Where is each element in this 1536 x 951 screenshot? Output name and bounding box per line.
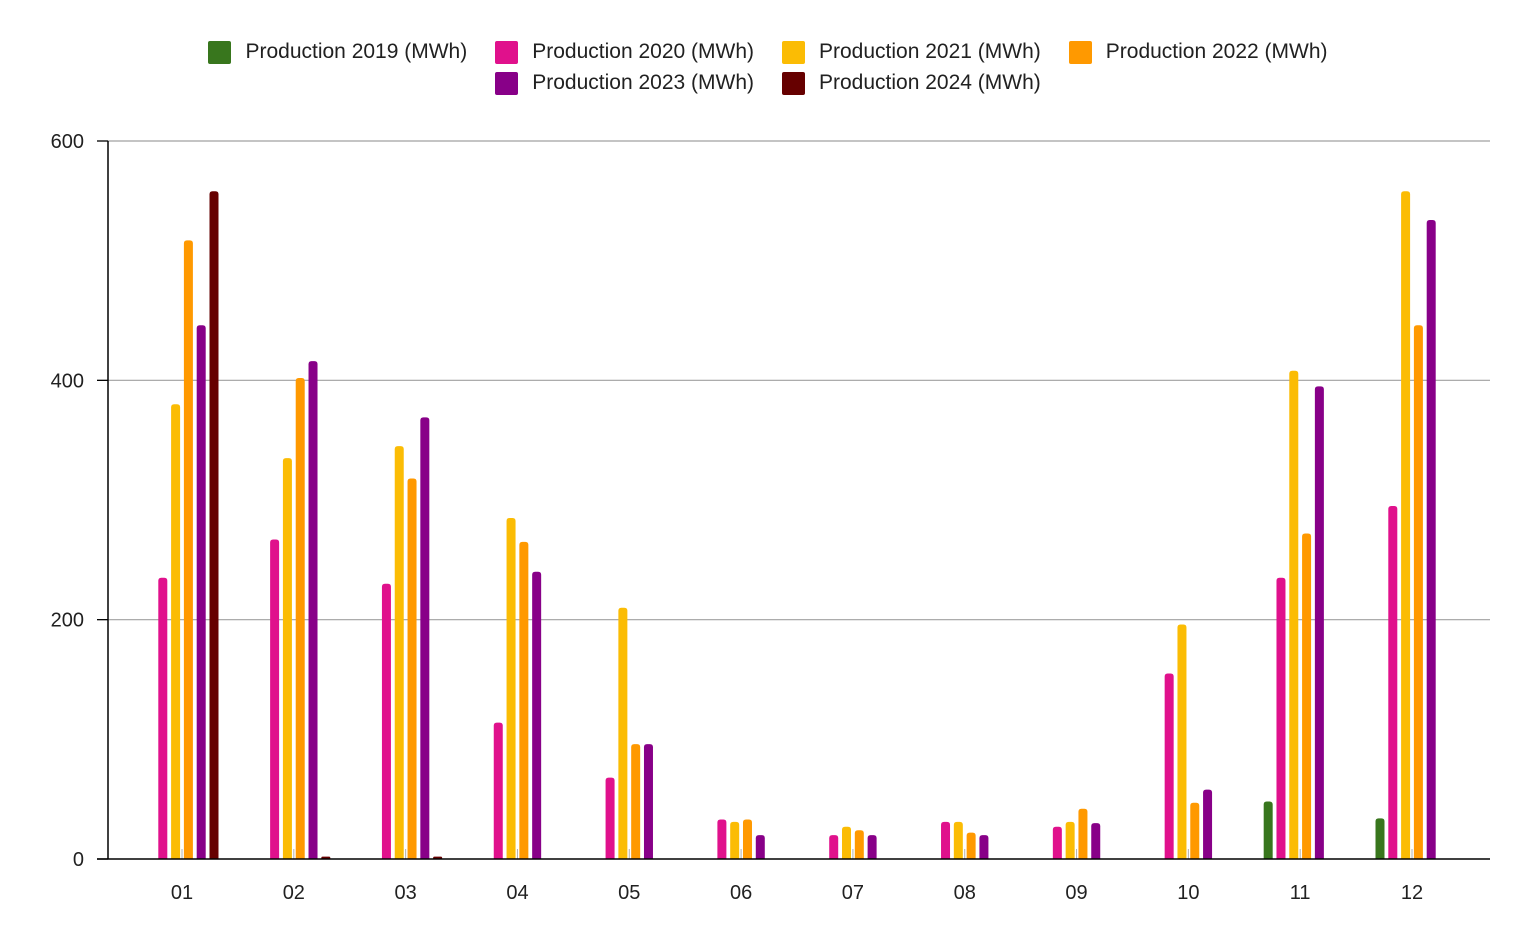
bar xyxy=(407,478,417,859)
x-tick-label: 10 xyxy=(1177,882,1199,904)
bar xyxy=(493,722,503,859)
bar xyxy=(755,835,765,859)
legend-label: Production 2019 (MWh) xyxy=(245,40,468,63)
legend-item: Production 2024 (MWh) xyxy=(782,71,1041,95)
bar xyxy=(618,607,628,859)
bar xyxy=(1302,533,1312,859)
x-tick-label: 07 xyxy=(842,882,864,904)
bar xyxy=(1052,826,1062,859)
bar xyxy=(1091,823,1101,859)
legend-label: Production 2024 (MWh) xyxy=(819,71,1041,94)
bar xyxy=(1164,673,1174,859)
legend-row-1: Production 2019 (MWh) Production 2020 (M… xyxy=(194,40,1341,64)
bar xyxy=(295,377,305,859)
x-tick-label: 08 xyxy=(954,882,976,904)
bar xyxy=(854,830,864,859)
bar xyxy=(196,325,206,860)
legend-item: Production 2020 (MWh) xyxy=(495,40,754,64)
bar xyxy=(209,191,219,859)
bar xyxy=(1388,505,1398,859)
x-tick-label: 05 xyxy=(618,882,640,904)
bar xyxy=(381,583,391,859)
bar xyxy=(1314,386,1324,859)
bar xyxy=(966,832,976,859)
legend: Production 2019 (MWh) Production 2020 (M… xyxy=(0,40,1536,95)
legend-swatch xyxy=(782,40,805,64)
bar xyxy=(183,240,193,859)
x-tick-label: 04 xyxy=(506,882,528,904)
y-tick-label: 400 xyxy=(51,370,84,392)
bar xyxy=(953,821,963,859)
x-tick-label: 06 xyxy=(730,882,752,904)
x-tick-label: 03 xyxy=(395,882,417,904)
bar xyxy=(519,541,529,859)
bar xyxy=(730,821,740,859)
bar xyxy=(717,819,727,859)
legend-label: Production 2021 (MWh) xyxy=(819,40,1041,63)
bar xyxy=(867,835,877,859)
bar xyxy=(158,577,168,859)
legend-row-2: Production 2023 (MWh) Production 2024 (M… xyxy=(481,71,1055,95)
bar xyxy=(1413,325,1423,860)
y-tick-label: 600 xyxy=(51,131,84,153)
bar xyxy=(1190,802,1200,859)
x-tick-label: 02 xyxy=(283,882,305,904)
bar xyxy=(282,458,292,859)
bar xyxy=(506,517,516,859)
x-tick-label: 11 xyxy=(1290,882,1311,904)
bar xyxy=(420,417,430,859)
legend-item: Production 2019 (MWh) xyxy=(208,40,467,64)
bar xyxy=(394,446,404,859)
legend-swatch xyxy=(495,40,519,64)
bar xyxy=(1263,801,1273,859)
y-tick-label: 200 xyxy=(51,610,84,632)
bar xyxy=(1289,370,1299,859)
x-tick-label: 09 xyxy=(1065,882,1087,904)
bar xyxy=(631,744,641,859)
legend-label: Production 2020 (MWh) xyxy=(532,40,754,63)
bar xyxy=(532,571,542,859)
legend-item: Production 2022 (MWh) xyxy=(1068,40,1328,64)
legend-item: Production 2021 (MWh) xyxy=(782,40,1041,64)
bar xyxy=(270,539,280,859)
legend-label: Production 2023 (MWh) xyxy=(532,71,754,94)
legend-swatch xyxy=(1068,40,1092,64)
bar xyxy=(605,777,615,859)
bar xyxy=(1203,789,1213,859)
legend-item: Production 2023 (MWh) xyxy=(495,71,754,95)
bar xyxy=(1065,821,1075,859)
bar xyxy=(742,819,752,859)
bar xyxy=(1078,808,1088,859)
bar xyxy=(979,835,989,859)
bar xyxy=(1177,624,1187,859)
bar xyxy=(829,835,839,859)
bar xyxy=(308,361,318,859)
bar xyxy=(1426,219,1436,860)
bar xyxy=(1375,818,1385,859)
bar xyxy=(1401,191,1411,859)
legend-swatch xyxy=(208,40,232,64)
bar xyxy=(842,826,852,859)
bar xyxy=(643,744,653,859)
y-tick-label: 0 xyxy=(73,849,84,871)
x-tick-label: 12 xyxy=(1401,882,1423,904)
legend-swatch xyxy=(782,71,805,95)
bar xyxy=(1276,577,1286,859)
bar xyxy=(171,404,181,859)
legend-label: Production 2022 (MWh) xyxy=(1105,40,1328,63)
legend-swatch xyxy=(495,71,519,95)
x-tick-label: 01 xyxy=(171,882,193,904)
bar xyxy=(941,821,951,859)
